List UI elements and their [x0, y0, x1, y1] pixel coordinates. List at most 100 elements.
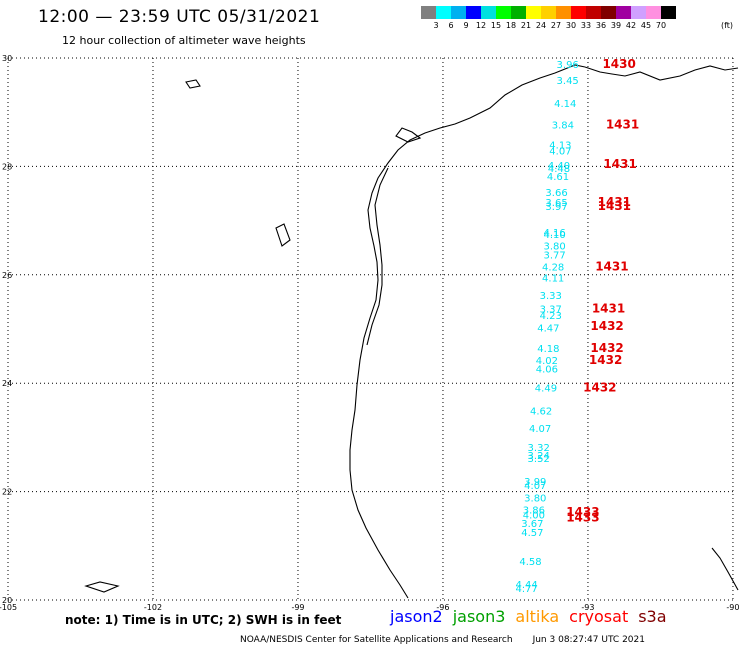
color-tick-label: 3 [433, 21, 439, 30]
color-tick-label: 42 [625, 21, 637, 30]
color-tick-label: 21 [520, 21, 532, 30]
footnote: note: 1) Time is in UTC; 2) SWH is in fe… [65, 613, 342, 627]
wave-height-value: 4.10 [543, 230, 565, 241]
wave-height-value: 3.67 [521, 519, 543, 530]
wave-height-value: 3.84 [552, 120, 574, 131]
wave-height-value: 4.48 [548, 164, 570, 175]
color-swatch-11 [586, 6, 601, 19]
page-title: 12:00 — 23:59 UTC 05/31/2021 [38, 7, 321, 27]
pass-time-label: 1433 [566, 505, 599, 519]
color-tick-label: 36 [595, 21, 607, 30]
wave-height-value: 3.80 [543, 241, 565, 252]
color-tick-label: 45 [640, 21, 652, 30]
satellite-jason3: jason3 [452, 607, 506, 626]
satellite-altika: altika [515, 607, 560, 626]
lake-1 [185, 79, 201, 89]
color-legend-ticks: 3 6 9 12 15 18 21 24 27 30 33 36 39 42 45 70 [421, 21, 740, 33]
wave-height-value: 4.62 [530, 407, 552, 418]
pass-time-label: 1431 [595, 259, 628, 273]
color-swatch-4 [481, 6, 496, 19]
wave-height-value: 3.96 [557, 60, 579, 71]
coastline-bay [395, 127, 422, 143]
wave-height-value: 3.45 [557, 76, 579, 87]
longitude-label: -90 [726, 603, 739, 612]
wave-height-value: 4.57 [521, 528, 543, 539]
wave-height-value: 4.23 [540, 311, 562, 322]
satellite-s3a: s3a [638, 607, 667, 626]
color-tick-label: 15 [490, 21, 502, 30]
wave-height-value: 4.44 [515, 580, 537, 591]
wave-height-value: 3.52 [528, 454, 550, 465]
coastline-main [349, 64, 586, 599]
satellite-legend: jason2 jason3 altika cryosat s3a [390, 607, 677, 626]
pass-time-label: 1433 [566, 510, 599, 524]
credit-time: Jun 3 08:27:47 UTC 2021 [532, 635, 645, 645]
wave-height-value: 3.66 [545, 188, 567, 199]
coastline-louisiana [584, 65, 739, 81]
wave-height-value: 3.24 [528, 451, 550, 462]
color-swatch-0 [421, 6, 436, 19]
satellite-cryosat: cryosat [569, 607, 629, 626]
satellite-jason2: jason2 [390, 607, 443, 626]
color-tick-label: 9 [463, 21, 469, 30]
color-swatch-14 [631, 6, 646, 19]
color-swatch-16 [661, 6, 676, 19]
pass-time-label: 1430 [602, 57, 635, 71]
wave-height-value: 4.77 [515, 584, 537, 595]
color-swatch-7 [526, 6, 541, 19]
color-legend [421, 6, 676, 19]
credit-line: NOAA/NESDIS Center for Satellite Applica… [240, 635, 645, 645]
wave-height-value: 4.00 [523, 511, 545, 522]
pass-time-label: 1431 [603, 157, 636, 171]
wave-height-value: 4.07 [529, 424, 551, 435]
wave-height-value: 3.37 [540, 305, 562, 316]
pass-time-label: 1432 [590, 341, 623, 355]
coastline-yucatan [711, 547, 739, 591]
color-swatch-5 [496, 6, 511, 19]
latitude-label: 26 [2, 271, 12, 280]
color-tick-label: 6 [448, 21, 454, 30]
color-tick-label: 33 [580, 21, 592, 30]
wave-height-value: 4.61 [547, 172, 569, 183]
color-tick-label: 70 [655, 21, 667, 30]
wave-height-value: 3.97 [545, 202, 567, 213]
wave-height-value: 4.06 [536, 364, 558, 375]
wave-height-value: 3.32 [528, 443, 550, 454]
longitude-label: -105 [0, 603, 17, 612]
latitude-label: 30 [2, 54, 12, 63]
wave-height-value: 3.86 [523, 505, 545, 516]
color-swatch-6 [511, 6, 526, 19]
wave-height-value: 3.99 [524, 477, 546, 488]
wave-height-value: 3.80 [524, 493, 546, 504]
longitude-label: -99 [291, 603, 304, 612]
color-tick-label: 27 [550, 21, 562, 30]
wave-height-value: 3.65 [545, 198, 567, 209]
wave-height-value: 4.28 [542, 262, 564, 273]
wave-height-labels: 3.963.454.143.844.134.074.404.484.613.66… [515, 60, 578, 595]
color-swatch-9 [556, 6, 571, 19]
latitude-label: 24 [2, 379, 12, 388]
color-swatch-1 [436, 6, 451, 19]
wave-height-value: 4.49 [535, 383, 557, 394]
coastline [84, 64, 739, 599]
latitude-labels: 30 28 26 24 22 20 [2, 54, 12, 605]
color-swatch-12 [601, 6, 616, 19]
color-legend-unit: (ft) [721, 21, 734, 30]
color-tick-label: 18 [505, 21, 517, 30]
latitude-label: 20 [2, 596, 12, 605]
wave-height-value: 4.07 [549, 146, 571, 157]
wave-height-value: 4.13 [549, 141, 571, 152]
color-swatch-3 [466, 6, 481, 19]
pass-time-label: 1431 [606, 117, 639, 131]
color-swatch-2 [451, 6, 466, 19]
pass-time-label: 1432 [583, 380, 616, 394]
color-swatch-15 [646, 6, 661, 19]
pass-time-label: 1431 [598, 199, 631, 213]
latitude-label: 28 [2, 162, 12, 171]
wave-height-value: 4.40 [548, 161, 570, 172]
wave-height-value: 4.18 [537, 344, 559, 355]
color-swatch-8 [541, 6, 556, 19]
wave-height-value: 3.33 [540, 291, 562, 302]
wave-height-value: 4.07 [524, 481, 546, 492]
